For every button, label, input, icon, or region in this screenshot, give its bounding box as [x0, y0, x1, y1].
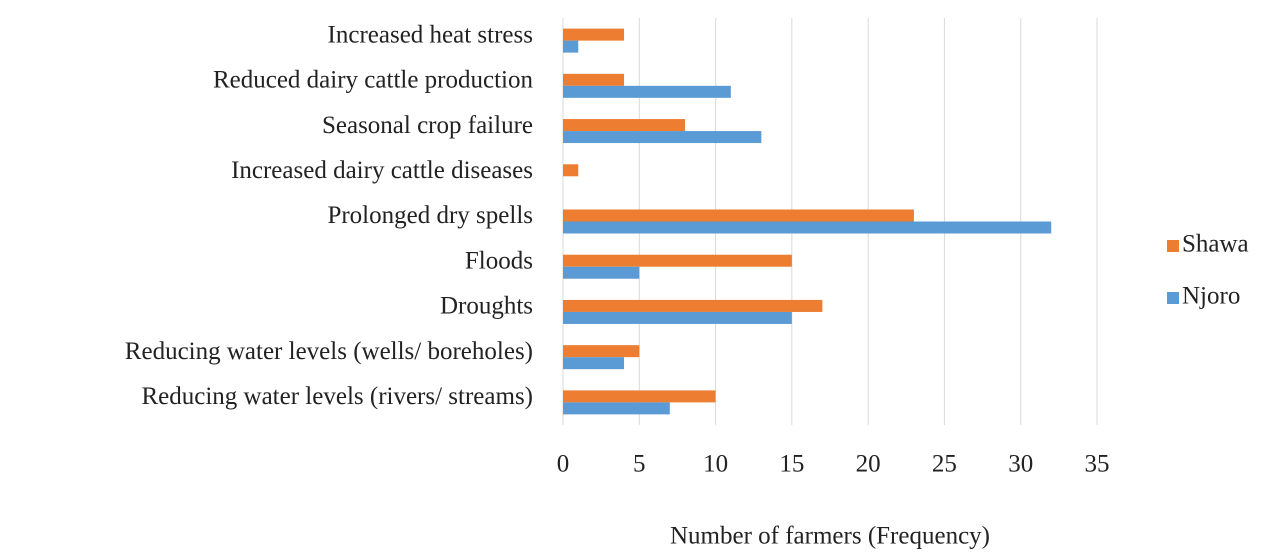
y-tick-label: Increased dairy cattle diseases: [231, 157, 533, 184]
bar: [563, 164, 579, 177]
bar: [563, 131, 762, 144]
legend-label: Shawa: [1182, 231, 1249, 258]
bar: [563, 266, 640, 279]
x-tick-label: 15: [779, 451, 804, 478]
x-tick-label: 20: [856, 451, 881, 478]
bar: [563, 299, 823, 312]
x-tick-label: 5: [633, 451, 646, 478]
bar: [563, 119, 686, 132]
bar: [563, 254, 792, 267]
bar: [563, 28, 625, 41]
y-tick-label: Reducing water levels (wells/ boreholes): [125, 338, 533, 365]
x-tick-label: 25: [932, 451, 957, 478]
y-tick-label: Reducing water levels (rivers/ streams): [141, 383, 533, 410]
legend-swatch: [1167, 240, 1179, 252]
x-tick-label: 10: [703, 451, 728, 478]
bar: [563, 40, 579, 53]
bar: [563, 357, 625, 370]
y-tick-label: Prolonged dry spells: [327, 202, 533, 229]
bar: [563, 345, 640, 358]
x-axis-label: Number of farmers (Frequency): [670, 523, 990, 550]
bar: [563, 221, 1052, 234]
bar: [563, 311, 792, 324]
y-tick-label: Reduced dairy cattle production: [213, 67, 534, 94]
x-tick-label: 30: [1008, 451, 1033, 478]
bar: [563, 209, 914, 222]
bar: [563, 85, 731, 98]
y-tick-label: Increased heat stress: [328, 21, 533, 48]
legend-label: Njoro: [1182, 283, 1240, 310]
y-tick-label: Droughts: [440, 293, 533, 320]
bar: [563, 390, 716, 403]
legend-swatch: [1167, 292, 1179, 304]
x-tick-label: 0: [557, 451, 570, 478]
bar: [563, 402, 670, 415]
x-tick-label: 35: [1085, 451, 1110, 478]
y-tick-label: Seasonal crop failure: [322, 112, 533, 139]
y-tick-label: Floods: [465, 247, 533, 274]
bar: [563, 73, 625, 86]
